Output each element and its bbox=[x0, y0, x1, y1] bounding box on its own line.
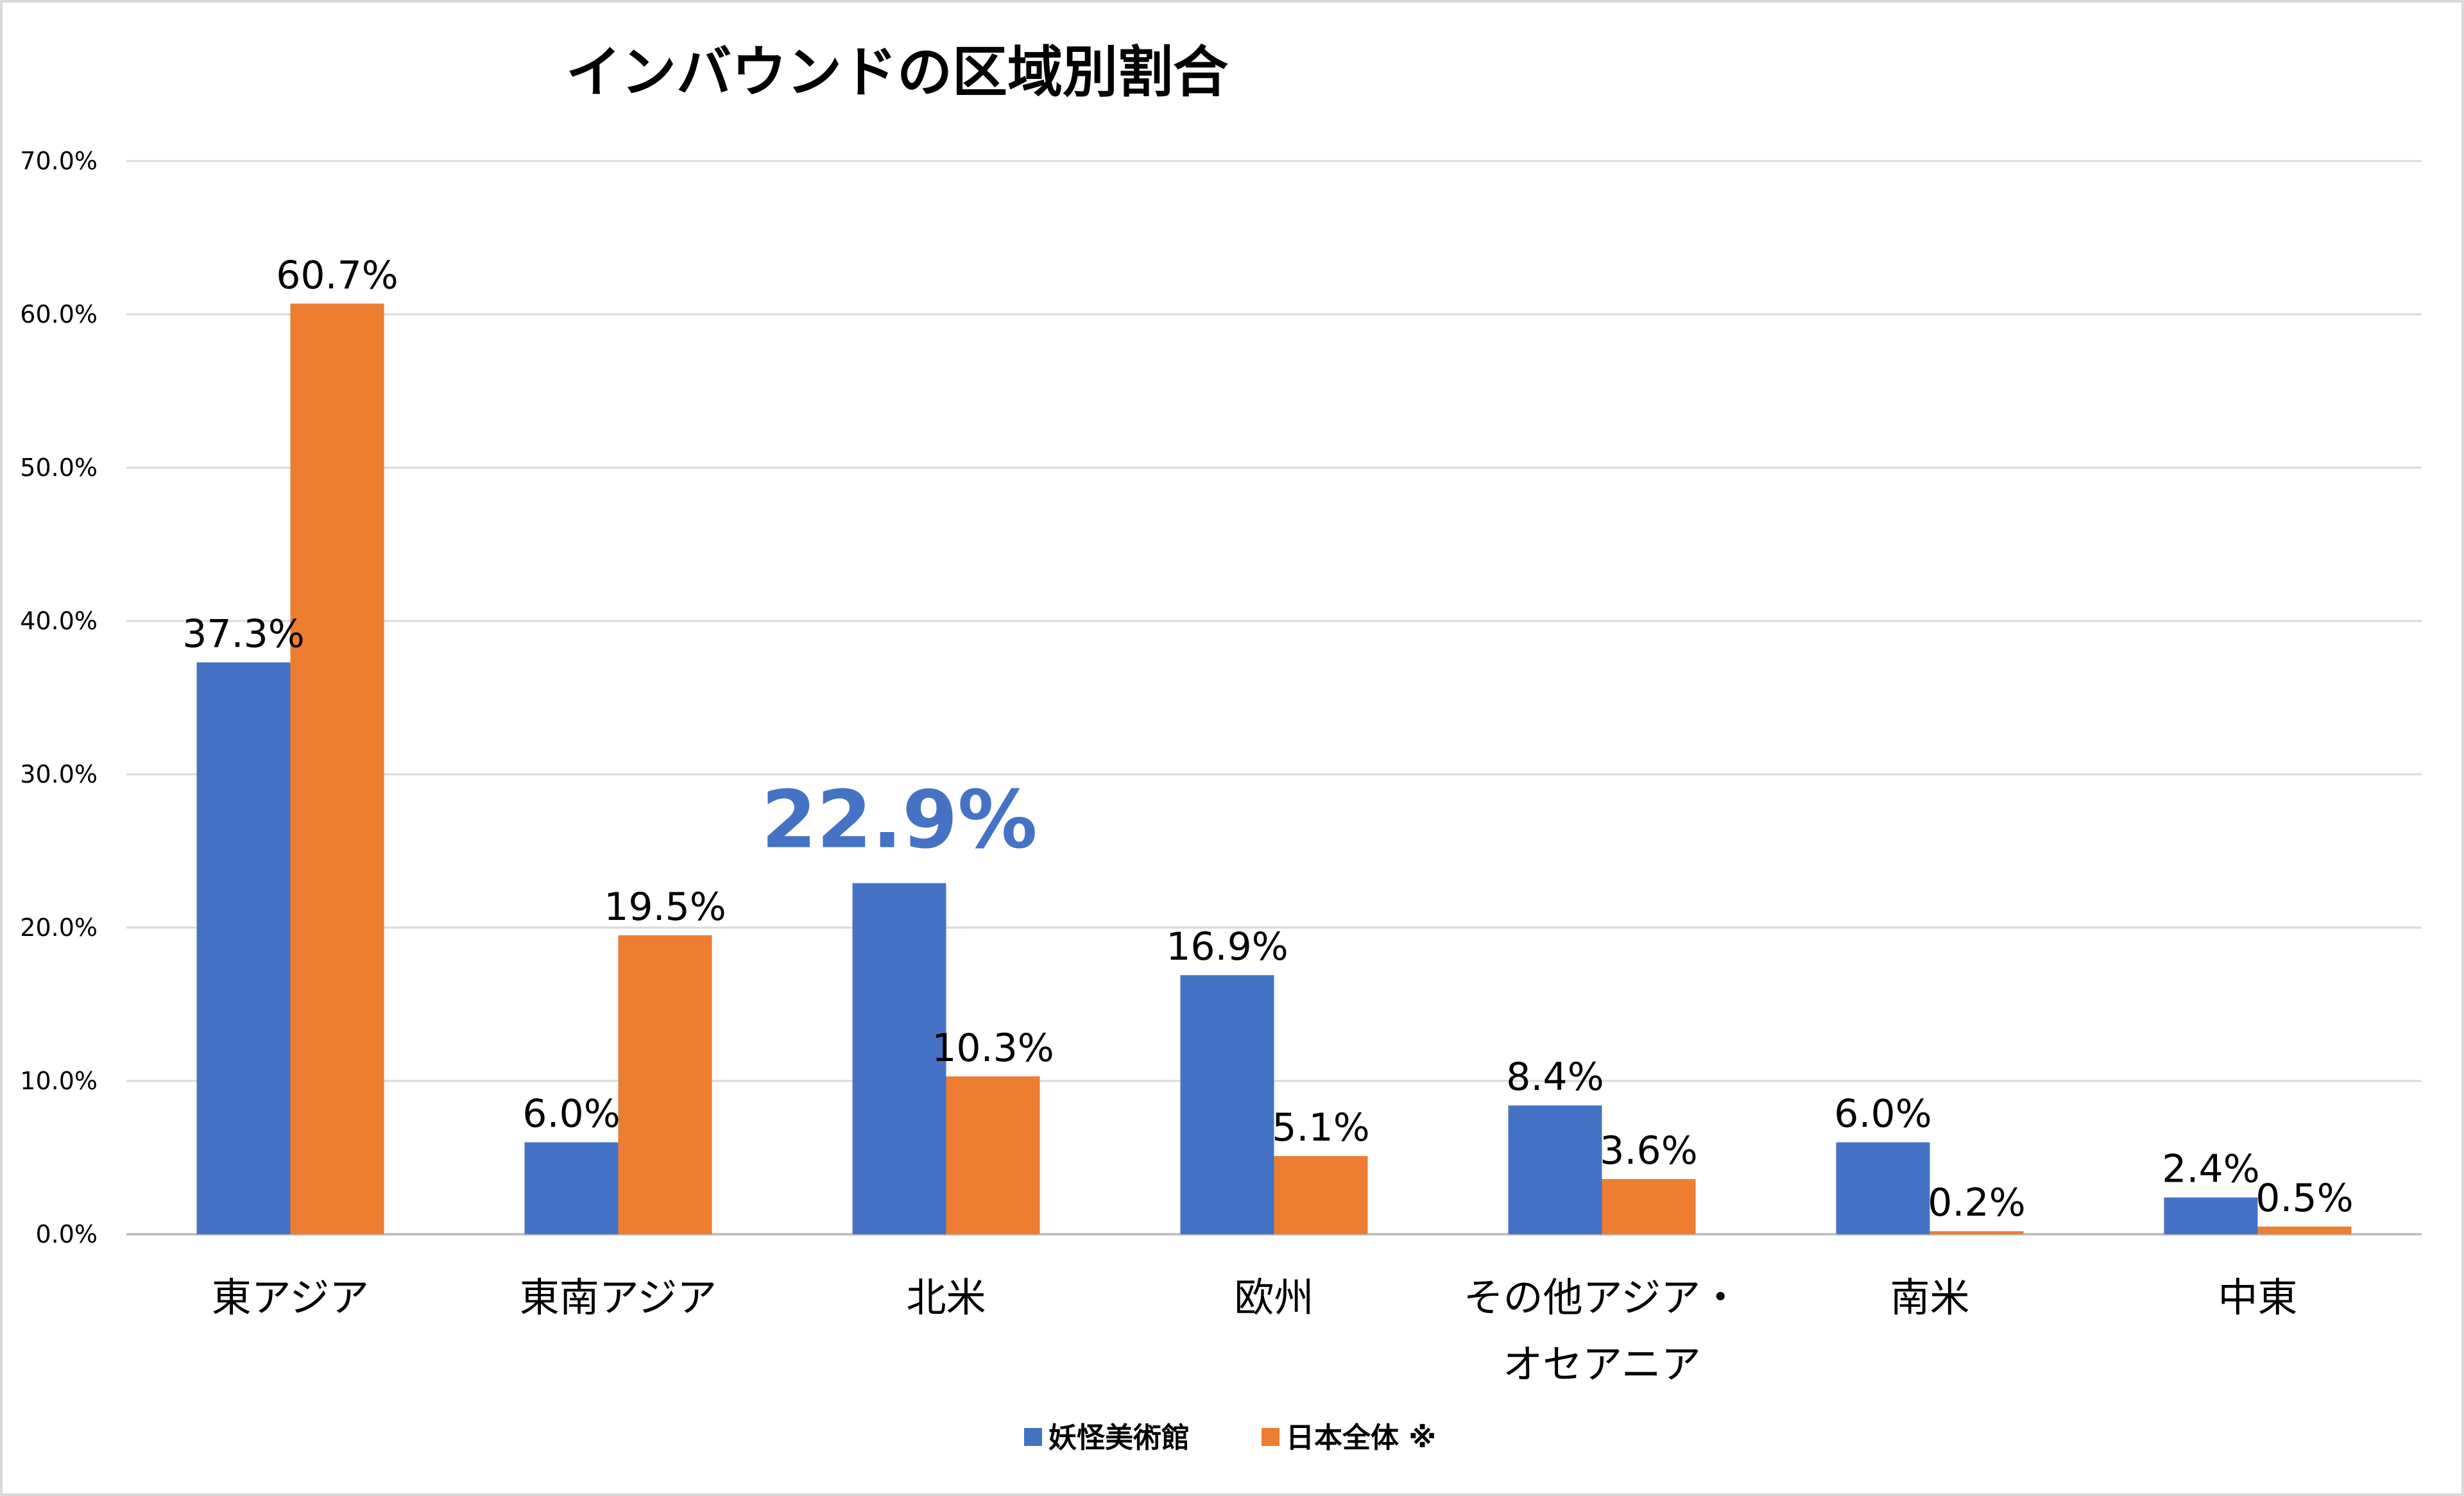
bar-yokai-museum bbox=[852, 883, 946, 1234]
y-tick-label: 70.0% bbox=[20, 147, 98, 175]
chart-title: インバウンドの区域別割合 bbox=[566, 40, 1228, 105]
y-tick-label: 50.0% bbox=[20, 454, 98, 482]
y-tick-label: 10.0% bbox=[20, 1067, 98, 1095]
legend-item-yokai-museum: 妖怪美術館 bbox=[1024, 1422, 1190, 1454]
x-axis-ticks: 東アジア 東南アジア 北米 欧州 その他アジア・オセアニア 南米 中東 bbox=[212, 1274, 2298, 1388]
bar-yokai-museum bbox=[1180, 975, 1274, 1234]
bar-yokai-museum bbox=[196, 662, 291, 1234]
data-label: 19.5% bbox=[604, 885, 726, 930]
x-tick-label: 北米 bbox=[906, 1274, 986, 1321]
x-tick-label: 中東 bbox=[2218, 1274, 2297, 1321]
bar-yokai-museum bbox=[1508, 1105, 1602, 1234]
data-label: 0.2% bbox=[1928, 1180, 2025, 1225]
bar-japan-total bbox=[618, 935, 712, 1234]
data-label: 8.4% bbox=[1506, 1055, 1604, 1100]
data-label: 5.1% bbox=[1272, 1105, 1369, 1150]
x-tick-label: 南米 bbox=[1890, 1274, 1969, 1321]
bar-japan-total bbox=[290, 303, 384, 1234]
bar-yokai-museum bbox=[2164, 1197, 2258, 1234]
y-tick-label: 20.0% bbox=[20, 914, 98, 942]
x-tick-label: オセアニア bbox=[1503, 1341, 1701, 1388]
legend-label: 妖怪美術館 bbox=[1048, 1422, 1190, 1454]
gridlines bbox=[126, 160, 2422, 1236]
bar-japan-total bbox=[1274, 1156, 1368, 1234]
bar-japan-total bbox=[2257, 1227, 2352, 1234]
x-tick-label: 東アジア bbox=[212, 1274, 370, 1321]
y-tick-label: 60.0% bbox=[20, 300, 98, 328]
data-label: 10.3% bbox=[932, 1026, 1054, 1071]
data-label: 16.9% bbox=[1166, 924, 1288, 969]
x-tick-label: 欧州 bbox=[1234, 1274, 1313, 1321]
data-label: 6.0% bbox=[522, 1092, 620, 1137]
legend-label: 日本全体 ※ bbox=[1286, 1422, 1436, 1454]
bar-japan-total bbox=[1929, 1231, 2024, 1234]
data-label: 37.3% bbox=[182, 612, 305, 657]
bar-yokai-museum bbox=[1836, 1142, 1930, 1234]
data-label-highlight: 22.9% bbox=[761, 774, 1037, 867]
y-tick-label: 30.0% bbox=[20, 760, 98, 788]
y-tick-label: 0.0% bbox=[35, 1220, 98, 1248]
data-label: 0.5% bbox=[2255, 1176, 2353, 1221]
bar-japan-total bbox=[1602, 1178, 1696, 1234]
bar-yokai-museum bbox=[524, 1142, 619, 1234]
data-label: 60.7% bbox=[276, 253, 398, 298]
legend-item-japan-total: 日本全体 ※ bbox=[1262, 1422, 1436, 1454]
bar-japan-total bbox=[946, 1076, 1040, 1234]
data-label: 3.6% bbox=[1600, 1128, 1697, 1173]
data-labels: 37.3% 60.7% 6.0% 19.5% 22.9% 10.3% 16.9% 5.1% 8.… bbox=[182, 253, 2354, 1225]
y-tick-label: 40.0% bbox=[20, 607, 98, 635]
data-label: 2.4% bbox=[2162, 1147, 2259, 1192]
data-label: 6.0% bbox=[1834, 1092, 1931, 1137]
legend: 妖怪美術館 日本全体 ※ bbox=[1024, 1422, 1436, 1454]
legend-swatch bbox=[1262, 1428, 1279, 1446]
y-axis-ticks: 0.0% 10.0% 20.0% 30.0% 40.0% 50.0% 60.0% 70.0% bbox=[20, 147, 98, 1248]
x-tick-label: 東南アジア bbox=[520, 1274, 717, 1321]
legend-swatch bbox=[1024, 1428, 1042, 1446]
x-tick-label: その他アジア・ bbox=[1464, 1274, 1741, 1321]
bar-chart: インバウンドの区域別割合 0.0% 10.0% 20.0% 30.0% 40.0% 50.… bbox=[20, 40, 2422, 1454]
bars bbox=[196, 303, 2352, 1234]
